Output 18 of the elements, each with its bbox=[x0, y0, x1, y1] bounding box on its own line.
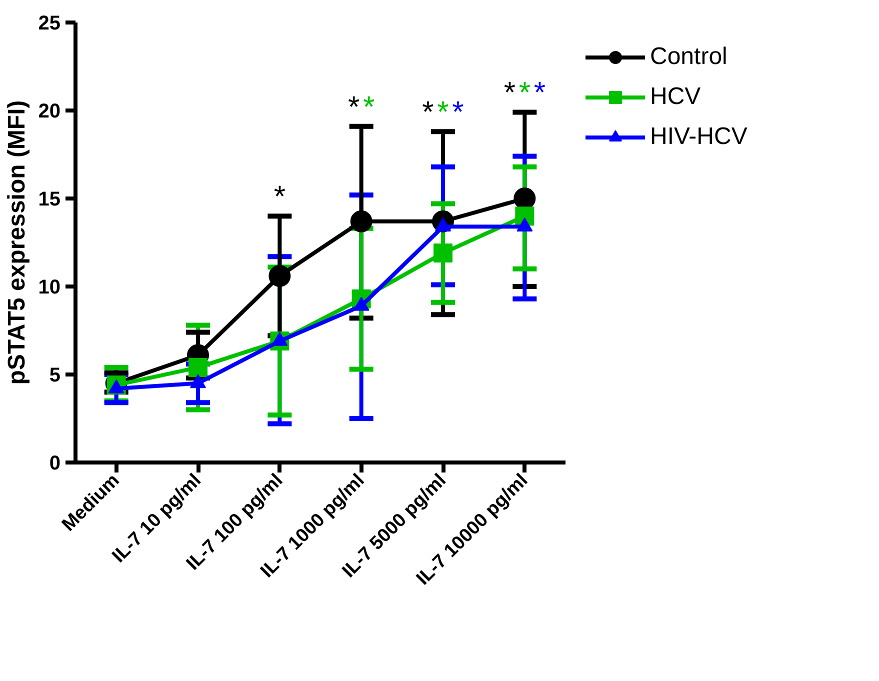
legend-label: HCV bbox=[650, 83, 701, 111]
annotation: * bbox=[274, 180, 286, 214]
y-tick-label: 20 bbox=[38, 100, 61, 122]
point bbox=[434, 244, 452, 263]
annotation: *** bbox=[422, 96, 464, 130]
y-tick-label: 0 bbox=[49, 452, 60, 474]
y-tick-label: 5 bbox=[49, 364, 60, 386]
legend-label: Control bbox=[650, 43, 728, 71]
annotation: *** bbox=[504, 76, 546, 110]
legend-label: HIV-HCV bbox=[650, 123, 748, 151]
annotation: ** bbox=[348, 90, 375, 124]
y-tick-label: 10 bbox=[38, 276, 61, 298]
point bbox=[268, 264, 291, 287]
y-tick-label: 25 bbox=[38, 12, 61, 34]
point bbox=[188, 358, 208, 377]
point bbox=[350, 210, 372, 232]
y-tick-label: 15 bbox=[38, 188, 61, 210]
y-axis-title: pSTAT5 expression (MFI) bbox=[3, 100, 30, 385]
